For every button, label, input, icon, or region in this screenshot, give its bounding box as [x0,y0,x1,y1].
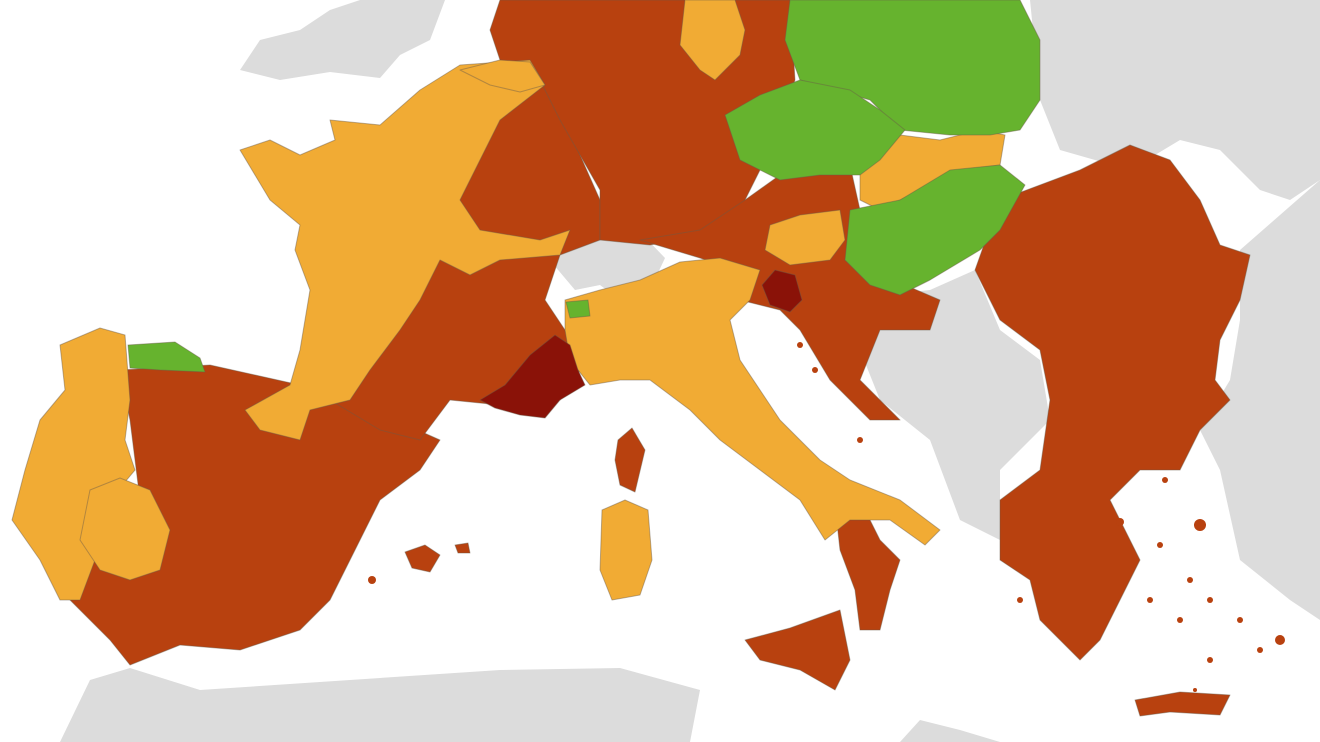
slovenia [761,269,803,313]
provence [479,334,586,419]
eastern-europe [1030,0,1320,200]
aosta [565,299,591,319]
italy-north-central [564,257,941,546]
sicily [744,609,851,691]
sardinia [599,499,653,601]
france-west [239,59,571,441]
balearic-mallorca [404,544,441,573]
hungary [844,164,1026,296]
green-regions [127,0,1041,373]
germany-saxony [679,0,746,81]
czechia [724,79,906,181]
austria-east [764,209,846,266]
balearic-menorca [454,542,471,554]
north-africa-west [60,668,700,742]
spain-basque [127,341,206,373]
poland [784,0,1041,136]
belgium-wallonia [459,59,546,93]
western-balkans [840,270,1050,540]
orange-regions [11,0,1006,601]
uk [240,0,445,80]
spain-inner [79,477,171,581]
islands [368,342,1285,692]
dark-red-regions [479,269,803,419]
north-africa-east [900,720,1000,742]
corsica [614,427,646,493]
turkey-region [1200,180,1320,620]
crete [1134,691,1231,717]
portugal-galicia [11,327,136,601]
romania-bulgaria-greece [974,144,1251,661]
